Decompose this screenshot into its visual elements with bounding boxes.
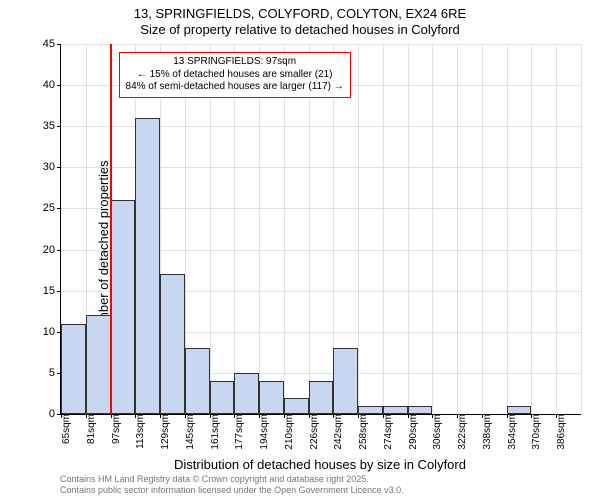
x-tick-mark (259, 414, 260, 418)
histogram-bar (86, 315, 111, 414)
histogram-bar (210, 381, 235, 414)
x-tick-mark (86, 414, 87, 418)
y-tick-mark (57, 291, 61, 292)
x-tick-label: 226sqm (305, 414, 320, 450)
reference-marker-line (110, 44, 112, 414)
x-tick-label: 210sqm (280, 414, 295, 450)
x-axis-label: Distribution of detached houses by size … (60, 457, 580, 472)
x-tick-label: 113sqm (131, 414, 146, 449)
grid-line (581, 44, 582, 414)
x-tick-label: 129sqm (156, 414, 171, 450)
x-tick-mark (457, 414, 458, 418)
x-tick-mark (284, 414, 285, 418)
x-tick-mark (507, 414, 508, 418)
x-tick-mark (111, 414, 112, 418)
x-tick-label: 242sqm (329, 414, 344, 450)
grid-line (507, 44, 508, 414)
histogram-bar (160, 274, 185, 414)
grid-line (531, 44, 532, 414)
x-tick-mark (135, 414, 136, 418)
x-tick-mark (556, 414, 557, 418)
histogram-bar (507, 406, 532, 414)
grid-line (259, 44, 260, 414)
x-tick-label: 370sqm (527, 414, 542, 450)
y-tick-mark (57, 208, 61, 209)
annotation-line1: 13 SPRINGFIELDS: 97sqm (126, 56, 344, 69)
grid-line (556, 44, 557, 414)
plot-area: 05101520253035404565sqm81sqm97sqm113sqm1… (60, 44, 581, 415)
grid-line (210, 44, 211, 414)
x-tick-mark (234, 414, 235, 418)
grid-line (383, 44, 384, 414)
histogram-chart: 13, SPRINGFIELDS, COLYFORD, COLYTON, EX2… (0, 0, 600, 500)
chart-title-line2: Size of property relative to detached ho… (0, 22, 600, 37)
y-tick-mark (57, 44, 61, 45)
footnote: Contains HM Land Registry data © Crown c… (60, 474, 404, 496)
annotation-line3: 84% of semi-detached houses are larger (… (126, 81, 344, 94)
histogram-bar (383, 406, 408, 414)
x-tick-label: 145sqm (181, 414, 196, 450)
y-tick-mark (57, 250, 61, 251)
x-tick-mark (531, 414, 532, 418)
footnote-line2: Contains public sector information licen… (60, 485, 404, 496)
histogram-bar (333, 348, 358, 414)
x-tick-mark (185, 414, 186, 418)
x-tick-label: 97sqm (107, 414, 122, 444)
histogram-bar (309, 381, 334, 414)
annotation-box: 13 SPRINGFIELDS: 97sqm ← 15% of detached… (119, 52, 351, 98)
histogram-bar (111, 200, 136, 414)
grid-line (358, 44, 359, 414)
x-tick-mark (432, 414, 433, 418)
y-tick-mark (57, 167, 61, 168)
x-tick-label: 258sqm (354, 414, 369, 450)
x-tick-label: 290sqm (404, 414, 419, 450)
y-tick-mark (57, 85, 61, 86)
grid-line (309, 44, 310, 414)
x-tick-mark (383, 414, 384, 418)
y-tick-mark (57, 126, 61, 127)
x-tick-mark (482, 414, 483, 418)
x-tick-mark (61, 414, 62, 418)
x-tick-label: 194sqm (255, 414, 270, 450)
grid-line (61, 44, 581, 45)
x-tick-label: 322sqm (453, 414, 468, 450)
x-tick-mark (408, 414, 409, 418)
x-tick-label: 161sqm (206, 414, 221, 450)
annotation-line2: ← 15% of detached houses are smaller (21… (126, 69, 344, 82)
x-tick-mark (210, 414, 211, 418)
chart-title-line1: 13, SPRINGFIELDS, COLYFORD, COLYTON, EX2… (0, 6, 600, 21)
histogram-bar (408, 406, 433, 414)
x-tick-mark (333, 414, 334, 418)
histogram-bar (358, 406, 383, 414)
histogram-bar (185, 348, 210, 414)
x-tick-label: 177sqm (230, 414, 245, 450)
histogram-bar (61, 324, 86, 414)
grid-line (482, 44, 483, 414)
grid-line (408, 44, 409, 414)
x-tick-mark (358, 414, 359, 418)
x-tick-mark (309, 414, 310, 418)
x-tick-label: 81sqm (82, 414, 97, 444)
x-tick-label: 274sqm (379, 414, 394, 450)
grid-line (432, 44, 433, 414)
histogram-bar (284, 398, 309, 414)
grid-line (284, 44, 285, 414)
x-tick-label: 65sqm (57, 414, 72, 444)
histogram-bar (234, 373, 259, 414)
x-tick-mark (160, 414, 161, 418)
x-tick-label: 306sqm (428, 414, 443, 450)
grid-line (234, 44, 235, 414)
x-tick-label: 354sqm (503, 414, 518, 450)
x-tick-label: 338sqm (478, 414, 493, 450)
grid-line (457, 44, 458, 414)
histogram-bar (259, 381, 284, 414)
x-tick-label: 386sqm (552, 414, 567, 450)
histogram-bar (135, 118, 160, 414)
footnote-line1: Contains HM Land Registry data © Crown c… (60, 474, 404, 485)
